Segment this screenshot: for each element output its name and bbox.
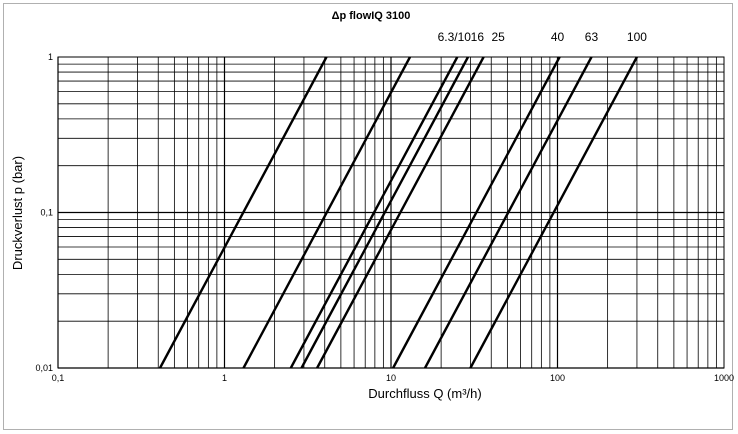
plot-area-border [57,56,725,369]
y-axis-label: Druckverlust p (bar) [10,156,25,270]
x-axis-label: Durchfluss Q (m³/h) [368,386,481,401]
x-tick-labels: 0,1 1 10 100 1000 [52,373,734,383]
series-line-4 [300,56,470,369]
x-tick-label: 0,1 [52,373,65,383]
series-label: 40 [551,30,565,44]
series-label: 25 [491,30,505,44]
series-line-7 [423,56,593,369]
series-label: 16 [471,30,485,44]
y-tick-label: 0,01 [35,363,53,373]
series-line-2 [242,56,412,369]
series-line-5 [316,56,485,369]
x-tick-label: 100 [550,373,565,383]
series-label: 63 [585,30,599,44]
y-tick-label: 1 [48,52,53,62]
chart-title: Δp flowIQ 3100 [332,10,411,22]
y-tick-labels: 0,01 0,1 1 [35,52,53,373]
x-tick-label: 1 [222,373,227,383]
series-line-3 [289,56,459,369]
x-tick-label: 1000 [714,373,734,383]
series-labels: 6.3/10 16 25 40 63 100 [438,30,648,44]
chart-frame [3,3,733,430]
y-tick-label: 0,1 [40,208,53,218]
series-line-6 [392,56,561,369]
series-lines [158,56,638,369]
series-line-1 [158,56,328,369]
series-label: 6.3/10 [438,30,472,44]
series-label: 100 [627,30,647,44]
x-tick-label: 10 [386,373,396,383]
series-line-8 [469,56,638,369]
